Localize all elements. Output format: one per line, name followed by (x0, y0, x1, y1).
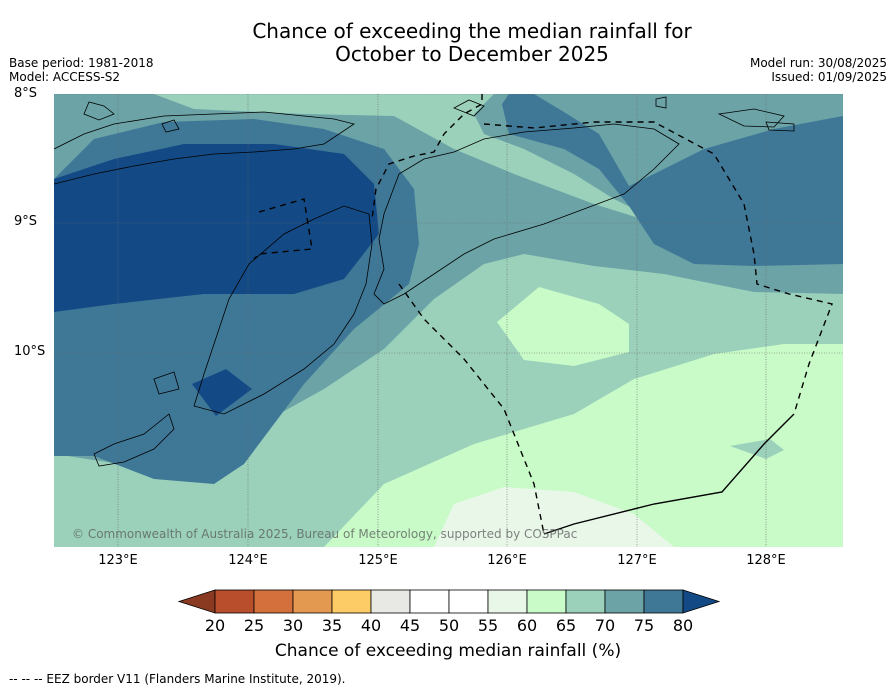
contour-65-70-patch (730, 439, 784, 459)
meta-left: Base period: 1981-2018 Model: ACCESS-S2 (9, 56, 154, 84)
island-2 (161, 119, 180, 133)
contour-75-80-ne (502, 94, 843, 266)
copyright-text: © Commonwealth of Australia 2025, Bureau… (72, 527, 578, 541)
graticule (54, 94, 843, 547)
colorbar-segment (487, 589, 528, 614)
title-line-1: Chance of exceeding the median rainfall … (252, 19, 692, 43)
contour-gt80-small (192, 369, 252, 416)
colorbar-tick-label: 65 (555, 616, 577, 635)
rainfall-map (54, 94, 843, 547)
island-5 (765, 121, 795, 132)
lon-label-123e: 123°E (98, 553, 138, 568)
colorbar-segment (448, 589, 489, 614)
colorbar-segment (565, 589, 606, 614)
colorbar-segment (292, 589, 333, 614)
lon-label-127e: 127°E (617, 553, 657, 568)
colorbar-tick-label: 80 (672, 616, 694, 635)
colorbar-extend-high (682, 589, 721, 614)
island-6 (153, 371, 180, 395)
colorbar-segment (253, 589, 294, 614)
colorbar-segment (526, 589, 567, 614)
base-period: Base period: 1981-2018 (9, 56, 154, 70)
lon-label-124e: 124°E (228, 553, 268, 568)
contour-55-60 (434, 487, 674, 547)
meta-right: Model run: 30/08/2025 Issued: 01/09/2025 (750, 56, 887, 84)
colorbar-tick-label: 50 (438, 616, 460, 635)
colorbar-segment (643, 589, 684, 614)
lon-label-128e: 128°E (746, 553, 786, 568)
colorbar-segment (214, 589, 255, 614)
south-islands (93, 413, 175, 467)
contour-gt80 (54, 144, 379, 312)
colorbar-tick-label: 30 (282, 616, 304, 635)
colorbar-segment (331, 589, 372, 614)
lat-label-9s: 9°S (14, 214, 38, 229)
island-1 (83, 101, 115, 121)
eez-footnote: -- -- -- EEZ border V11 (Flanders Marine… (9, 672, 346, 686)
colorbar-tick-label: 70 (594, 616, 616, 635)
colorbar-extend-low (177, 589, 216, 614)
model-name: Model: ACCESS-S2 (9, 70, 121, 84)
colorbar-segment (370, 589, 411, 614)
island-7 (453, 99, 485, 117)
eez-south (398, 283, 545, 535)
colorbar-tick-label: 20 (204, 616, 226, 635)
colorbar (177, 589, 721, 614)
map-svg (54, 94, 843, 547)
timor-coast (373, 123, 680, 305)
contour-60-65-south (324, 344, 843, 547)
southwest-coast (193, 205, 373, 415)
map-title: Chance of exceeding the median rainfall … (0, 20, 896, 66)
eez-north (371, 94, 483, 220)
colorbar-segment (604, 589, 645, 614)
eez-east (483, 121, 833, 415)
eez-solid (543, 413, 795, 535)
colorbar-segment (409, 589, 450, 614)
colorbar-tick-label: 25 (243, 616, 265, 635)
colorbar-tick-label: 40 (360, 616, 382, 635)
lon-label-125e: 125°E (358, 553, 398, 568)
colorbar-tick-label: 55 (477, 616, 499, 635)
flores-coast (54, 111, 355, 185)
lat-label-8s: 8°S (14, 86, 38, 101)
title-line-2: October to December 2025 (335, 42, 609, 66)
lat-label-10s: 10°S (14, 344, 46, 359)
model-run: Model run: 30/08/2025 (749, 56, 887, 70)
colorbar-tick-label: 60 (516, 616, 538, 635)
colorbar-tick-label: 45 (399, 616, 421, 635)
colorbar-tick-label: 35 (321, 616, 343, 635)
coastlines (54, 96, 795, 467)
island-3 (655, 96, 667, 109)
contour-60-65-island (497, 287, 629, 366)
issued-date: Issued: 01/09/2025 (771, 70, 887, 84)
eez-border (253, 94, 833, 535)
colorbar-label: Chance of exceeding median rainfall (%) (274, 641, 622, 661)
island-4 (717, 108, 785, 128)
colorbar-tick-label: 75 (633, 616, 655, 635)
lon-label-126e: 126°E (487, 553, 527, 568)
